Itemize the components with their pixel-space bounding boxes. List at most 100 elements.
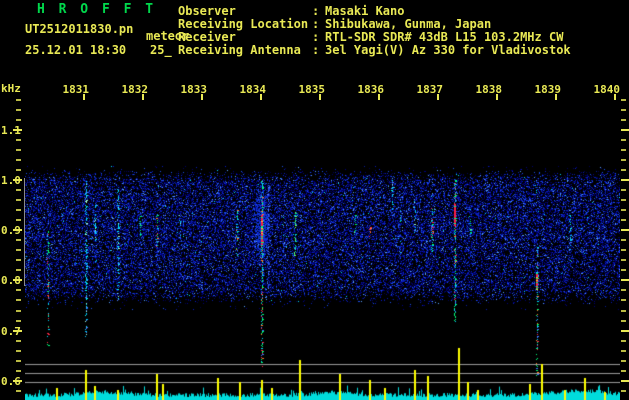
y-axis-tick-right <box>621 299 626 301</box>
y-axis-tick <box>16 139 21 141</box>
datetime-label: 25.12.01 18:30 <box>25 43 127 57</box>
x-axis-tick <box>614 94 616 100</box>
y-axis-tick <box>16 320 21 322</box>
x-axis-tick-label: 1840 <box>593 83 621 96</box>
y-axis-tick <box>16 189 21 191</box>
y-axis-tick-right <box>621 279 629 281</box>
y-axis-tick <box>13 229 22 231</box>
y-axis-tick <box>16 199 21 201</box>
y-axis-tick-right <box>621 360 626 362</box>
info-separator: : <box>312 4 320 18</box>
y-axis-tick-right <box>621 330 629 332</box>
info-label: Receiving Location <box>178 17 309 31</box>
y-axis-tick-right <box>621 269 626 271</box>
y-axis-tick-right <box>621 239 626 241</box>
y-axis-tick-right <box>621 380 629 382</box>
x-axis-tick <box>437 94 439 100</box>
x-axis-tick <box>83 94 85 100</box>
x-axis-tick-label: 1835 <box>298 83 326 96</box>
y-axis-tick-right <box>621 370 626 372</box>
y-axis-tick <box>13 279 22 281</box>
y-axis-tick-right <box>621 109 626 111</box>
x-axis-tick-label: 1837 <box>416 83 444 96</box>
y-axis-tick-label: 1.0 <box>1 174 21 187</box>
y-axis-tick <box>16 169 21 171</box>
x-axis-tick-label: 1831 <box>62 83 90 96</box>
x-axis-tick <box>555 94 557 100</box>
y-axis-tick-label: 0.7 <box>1 324 21 338</box>
y-axis-tick-right <box>621 259 626 261</box>
info-value: 3el Yagi(V) Az 330 for Vladivostok <box>325 43 571 57</box>
y-axis-tick-right <box>621 169 626 171</box>
y-axis-tick <box>16 259 21 261</box>
x-axis-tick <box>378 94 380 100</box>
x-axis-tick <box>496 94 498 100</box>
y-axis-tick <box>13 380 22 382</box>
y-axis-tick-right <box>621 219 626 221</box>
y-axis-tick <box>16 299 21 301</box>
x-axis-tick-label: 1833 <box>180 83 208 96</box>
x-axis-tick <box>201 94 203 100</box>
y-axis-tick <box>16 239 21 241</box>
info-separator: : <box>312 17 320 31</box>
x-axis-tick <box>319 94 321 100</box>
y-axis-tick <box>16 119 21 121</box>
y-axis-tick-label: 0.9 <box>1 224 21 238</box>
x-axis-tick <box>260 94 262 100</box>
output-file-label: UT2512011830.pn <box>25 22 134 36</box>
y-axis-tick <box>13 179 22 181</box>
y-axis-tick-right <box>621 179 629 181</box>
y-axis-tick-label: 0.6 <box>1 374 21 388</box>
y-axis-tick-right <box>621 350 626 352</box>
info-value: Masaki Kano <box>325 4 405 18</box>
y-axis-tick <box>16 370 21 372</box>
y-axis-tick <box>16 289 21 291</box>
y-axis-tick <box>16 350 21 352</box>
y-axis-tick-right <box>621 289 626 291</box>
info-label: Observer <box>178 4 236 18</box>
x-axis-tick-label: 1836 <box>357 83 385 96</box>
y-axis-tick-right <box>621 390 626 392</box>
y-axis-tick-right <box>621 149 626 151</box>
y-axis-tick-right <box>621 129 629 131</box>
info-label: Receiving Antenna <box>178 43 301 57</box>
y-axis-tick <box>16 99 21 101</box>
y-axis-tick-right <box>621 139 626 141</box>
y-axis-tick <box>16 219 21 221</box>
x-axis-tick-label: 1838 <box>475 83 503 96</box>
y-axis-tick-right <box>621 199 626 201</box>
freq-unit-label: kHz <box>1 82 21 95</box>
y-axis-tick <box>16 149 21 151</box>
y-axis-tick-right <box>621 229 629 231</box>
spectrogram-canvas <box>25 100 620 400</box>
y-axis-tick-label: 0.8 <box>1 274 21 288</box>
y-axis-tick <box>13 330 22 332</box>
y-axis-tick <box>16 269 21 271</box>
y-axis-tick <box>16 209 21 211</box>
y-axis-tick-right <box>621 310 626 312</box>
info-value: RTL-SDR SDR# 43dB L15 103.2MHz CW <box>325 30 564 44</box>
y-axis-tick-right <box>621 159 626 161</box>
y-axis-tick-right <box>621 249 626 251</box>
y-axis-tick <box>16 159 21 161</box>
station-label: meteor <box>146 29 190 43</box>
y-axis-tick <box>16 340 21 342</box>
y-axis-tick-right <box>621 119 626 121</box>
x-axis-tick <box>142 94 144 100</box>
y-axis-tick-right <box>621 99 626 101</box>
y-axis-tick-right <box>621 189 626 191</box>
info-separator: : <box>312 30 320 44</box>
y-axis-tick <box>13 129 22 131</box>
info-label: Receiver <box>178 30 236 44</box>
y-axis-tick-right <box>621 320 626 322</box>
y-axis-tick-label: 1.1 <box>1 123 21 137</box>
y-axis-tick <box>16 109 21 111</box>
y-axis-tick <box>16 360 21 362</box>
y-axis-tick <box>16 249 21 251</box>
x-axis-tick-label: 1834 <box>239 83 267 96</box>
info-value: Shibukawa, Gunma, Japan <box>325 17 492 31</box>
x-axis-tick-label: 1832 <box>121 83 149 96</box>
y-axis-tick <box>16 390 21 392</box>
x-axis-tick-label: 1839 <box>534 83 562 96</box>
